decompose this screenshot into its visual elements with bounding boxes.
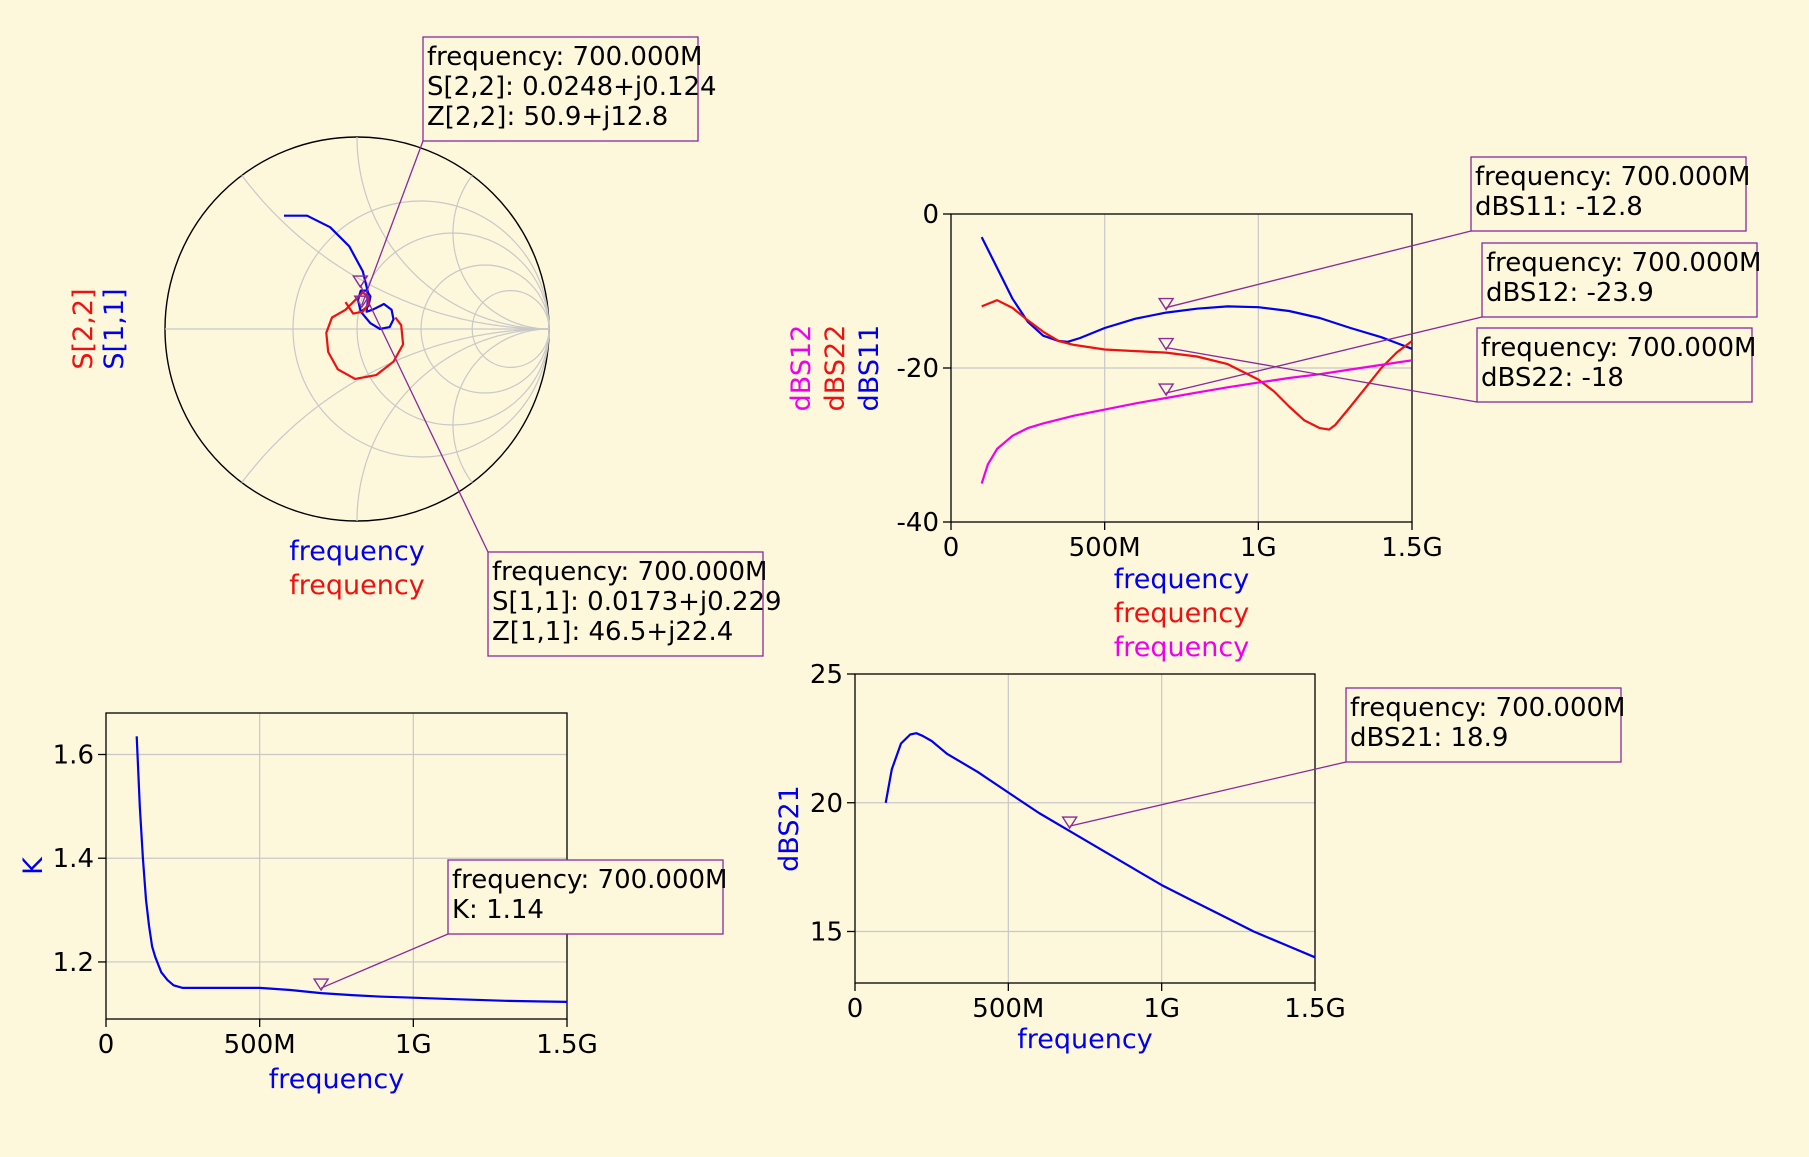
marker-callout-K-text-0: frequency: 700.000M (452, 865, 728, 895)
xtick-label-3: 1.5G (536, 1030, 598, 1060)
series-K (135, 736, 568, 1003)
sparams-xlabel-0: frequency (1114, 564, 1249, 595)
marker-callout-s22-text-2: Z[2,2]: 50.9+j12.8 (427, 102, 668, 132)
smith-reactance-arc (356, 328, 549, 521)
ytick-label-0: -40 (897, 508, 939, 538)
smith-reactance-arc (452, 175, 549, 330)
smith-reactance-arc (241, 328, 549, 483)
sparams-xlabel-1: frequency (1114, 598, 1249, 629)
xtick-label-0: 0 (847, 994, 864, 1024)
marker-callout-s11-text-0: frequency: 700.000M (492, 557, 768, 587)
ytick-label-1: 20 (810, 789, 843, 819)
marker-callout-dBS21-box (1345, 687, 1622, 763)
chart-sparams: 0 500M 1G 1.5G -40 -20 0 dBS12 dBS22 dBS11 frequen… (786, 156, 1762, 663)
marker-leader-dBS11 (1165, 230, 1472, 309)
gain-ylabel-0: dBS21 (774, 785, 805, 872)
smith-reactance-arc (452, 328, 549, 483)
marker-callout-K-box (447, 859, 724, 935)
smith-reactance-arc (241, 175, 549, 330)
sparams-grid (943, 213, 1413, 530)
gain-grid (847, 673, 1316, 991)
smith-ylabel-0: S[2,2] (68, 288, 99, 369)
stability-xlabel-0: frequency (269, 1064, 404, 1095)
gain-frame (854, 673, 1316, 984)
xtick-label-0: 0 (943, 533, 960, 563)
marker-callout-dBS12-text-1: dBS12: -23.9 (1486, 278, 1654, 308)
marker-leader-dBS22 (1166, 346, 1478, 403)
marker-callout-s22-text-0: frequency: 700.000M (427, 42, 703, 72)
marker-callout-s11-text-2: Z[1,1]: 46.5+j22.4 (492, 617, 733, 647)
series-dBS11 (980, 236, 1413, 350)
marker-leader-K (320, 933, 449, 989)
smith-grid (164, 136, 550, 522)
marker-callout-dBS21-text-1: dBS21: 18.9 (1350, 723, 1508, 753)
marker-callout-K-text-1: K: 1.14 (452, 895, 544, 925)
chart-gain: 0 500M 1G 1.5G 15 20 25 dBS21 frequency frequency… (774, 660, 1626, 1055)
sparams-frame (950, 213, 1413, 523)
marker-callout-s11-box (487, 551, 764, 657)
marker-callout-dBS22-box (1476, 327, 1753, 403)
sparams-ylabel-2: dBS11 (854, 325, 885, 412)
marker-callout-dBS22-text-0: frequency: 700.000M (1481, 333, 1757, 363)
marker-callout-dBS11-text-0: frequency: 700.000M (1475, 162, 1751, 192)
marker-dBS22 (1157, 337, 1175, 351)
series-dBS12 (980, 359, 1413, 484)
ytick-label-1: -20 (897, 354, 939, 384)
series-dBS21 (884, 732, 1316, 959)
ytick-label-0: 1.2 (53, 948, 94, 978)
ytick-label-2: 25 (810, 660, 843, 690)
xtick-label-2: 1G (1240, 533, 1277, 563)
xtick-label-3: 1.5G (1381, 533, 1443, 563)
ytick-label-2: 0 (922, 200, 939, 230)
marker-callout-s22-text-1: S[2,2]: 0.0248+j0.124 (427, 72, 717, 102)
xtick-label-1: 500M (1069, 533, 1141, 563)
marker-dBS11 (1157, 297, 1175, 311)
marker-callout-dBS11-box (1470, 156, 1747, 232)
marker-callout-s11-text-1: S[1,1]: 0.0173+j0.229 (492, 587, 782, 617)
series-dBS22 (981, 299, 1413, 431)
stability-ylabel-0: K (18, 856, 49, 875)
sparams-xlabel-2: frequency (1114, 632, 1249, 663)
xtick-label-3: 1.5G (1284, 994, 1346, 1024)
marker-leader-dBS12 (1165, 316, 1483, 394)
marker-K (312, 978, 330, 992)
marker-callout-dBS12-text-0: frequency: 700.000M (1486, 248, 1762, 278)
marker-callout-dBS12-box (1481, 242, 1758, 318)
smith-xlabel-1: frequency (289, 570, 424, 601)
marker-leader-s22 (361, 140, 424, 306)
marker-leader-dBS21 (1069, 761, 1347, 827)
marker-leader-s11 (359, 284, 489, 553)
marker-callout-dBS11-text-1: dBS11: -12.8 (1475, 192, 1643, 222)
xtick-label-2: 1G (395, 1030, 432, 1060)
gain-xlabel-0: frequency (1017, 1024, 1152, 1055)
marker-callout-s22-box (422, 36, 699, 142)
xtick-label-0: 0 (98, 1030, 115, 1060)
smith-reactance-arc (356, 137, 549, 330)
ytick-label-1: 1.4 (53, 844, 94, 874)
marker-dBS21 (1061, 816, 1078, 830)
marker-s22 (353, 295, 371, 309)
series-s11 (284, 214, 395, 331)
marker-dBS12 (1157, 383, 1175, 397)
marker-callout-dBS21-text-0: frequency: 700.000M (1350, 693, 1626, 723)
smith-ylabel-1: S[1,1] (99, 288, 130, 369)
xtick-label-1: 500M (224, 1030, 296, 1060)
sparams-ylabel-1: dBS22 (820, 325, 851, 412)
stability-grid (98, 713, 568, 1027)
marker-callout-dBS22-text-1: dBS22: -18 (1481, 363, 1624, 393)
xtick-label-2: 1G (1143, 994, 1180, 1024)
xtick-label-1: 500M (972, 994, 1044, 1024)
ytick-label-2: 1.6 (53, 740, 94, 770)
smith-xlabel-0: frequency (289, 536, 424, 567)
marker-s11 (352, 275, 369, 289)
sparams-ylabel-0: dBS12 (786, 325, 817, 412)
ytick-label-0: 15 (810, 918, 843, 948)
